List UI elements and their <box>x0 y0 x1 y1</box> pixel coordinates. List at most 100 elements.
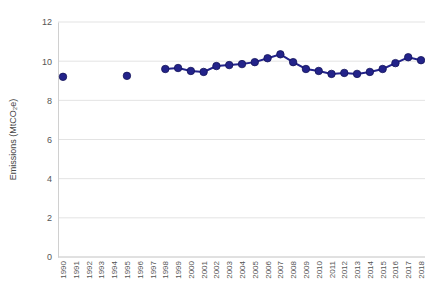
x-tick: 2015 <box>379 257 388 279</box>
x-tick: 2010 <box>315 257 324 279</box>
y-tick-label: 8 <box>47 96 52 106</box>
y-tick-label: 4 <box>47 174 52 184</box>
x-tick-label: 2000 <box>187 260 196 278</box>
x-tick-label: 1991 <box>72 260 81 278</box>
x-tick-label: 1995 <box>123 260 132 278</box>
x-tick: 1992 <box>85 257 94 279</box>
x-tick: 2002 <box>212 257 221 279</box>
x-tick: 2018 <box>417 257 426 279</box>
marker <box>302 65 309 72</box>
marker <box>417 56 424 63</box>
x-tick-label: 2010 <box>315 260 324 278</box>
x-tick-label: 2006 <box>264 260 273 278</box>
y-axis: 0 2 4 6 8 10 12 <box>42 17 59 262</box>
x-tick-label: 2008 <box>289 260 298 278</box>
marker <box>392 59 399 66</box>
y-tick: 0 <box>47 252 58 262</box>
x-tick-label: 1996 <box>136 260 145 278</box>
y-tick-label: 6 <box>47 135 52 145</box>
y-tick-label: 12 <box>42 17 52 27</box>
x-tick: 1995 <box>123 257 132 279</box>
y-tick: 4 <box>47 174 58 184</box>
marker <box>213 62 220 69</box>
marker <box>264 54 271 61</box>
x-tick: 2003 <box>225 257 234 279</box>
y-tick: 12 <box>42 17 58 27</box>
x-tick-label: 1994 <box>110 260 119 278</box>
x-tick: 1993 <box>97 257 106 279</box>
x-tick-label: 1990 <box>59 260 68 278</box>
y-tick: 10 <box>42 57 58 67</box>
x-tick-label: 2012 <box>340 260 349 278</box>
x-tick: 2017 <box>404 257 413 279</box>
x-tick: 1991 <box>72 257 81 279</box>
x-tick-label: 2009 <box>302 260 311 278</box>
grid-line <box>58 22 425 23</box>
x-tick: 2000 <box>187 257 196 279</box>
x-tick: 1999 <box>174 257 183 279</box>
x-axis-line <box>58 257 425 258</box>
x-tick: 2016 <box>391 257 400 279</box>
marker <box>238 60 245 67</box>
x-tick: 2013 <box>353 257 362 279</box>
marker <box>123 72 130 79</box>
y-tick: 8 <box>47 96 58 106</box>
line <box>63 54 421 77</box>
x-tick: 1997 <box>149 257 158 279</box>
y-axis-line <box>58 23 59 258</box>
marker <box>353 70 360 77</box>
x-tick: 2007 <box>276 257 285 279</box>
marker <box>289 58 296 65</box>
x-tick: 2001 <box>200 257 209 279</box>
grid-line <box>58 217 425 218</box>
chart: 0246810121990199119921993199419951996199… <box>0 0 430 287</box>
x-tick: 1990 <box>59 257 68 279</box>
marker <box>59 73 66 80</box>
x-tick-label: 2017 <box>404 260 413 278</box>
marker <box>174 64 181 71</box>
marker <box>328 70 335 77</box>
y-tick: 2 <box>47 213 58 223</box>
x-tick: 2008 <box>289 257 298 279</box>
x-tick: 2005 <box>251 257 260 279</box>
x-tick: 2014 <box>366 257 375 279</box>
x-tick: 2004 <box>238 257 247 279</box>
x-tick: 1994 <box>110 257 119 279</box>
marker <box>225 61 232 68</box>
x-tick-label: 2004 <box>238 260 247 278</box>
x-tick: 2011 <box>328 257 337 278</box>
x-tick: 2012 <box>340 257 349 279</box>
y-tick-label: 0 <box>47 252 52 262</box>
marker <box>379 65 386 72</box>
x-tick-label: 2002 <box>212 260 221 278</box>
x-tick: 2009 <box>302 257 311 279</box>
x-tick-label: 2014 <box>366 260 375 278</box>
marker <box>162 65 169 72</box>
x-tick-label: 1998 <box>161 260 170 278</box>
y-axis-title: Emissions (MtCO₂e) <box>8 99 18 181</box>
marker <box>341 69 348 76</box>
marker <box>315 67 322 74</box>
marker <box>200 68 207 75</box>
x-tick-label: 1993 <box>97 260 106 278</box>
marker <box>366 68 373 75</box>
x-tick: 1998 <box>161 257 170 279</box>
y-tick-label: 2 <box>47 213 52 223</box>
x-tick-label: 2007 <box>276 260 285 278</box>
x-tick-label: 2015 <box>379 260 388 278</box>
grid-line <box>58 178 425 179</box>
marker <box>277 51 284 58</box>
marker <box>187 67 194 74</box>
plot-area <box>59 51 424 81</box>
y-tick-label: 10 <box>42 57 52 67</box>
x-tick-label: 2011 <box>328 260 337 278</box>
x-tick-label: 2001 <box>200 260 209 278</box>
marker <box>251 58 258 65</box>
grid-line <box>58 139 425 140</box>
x-tick: 1996 <box>136 257 145 279</box>
grid-line <box>58 257 425 258</box>
x-axis: 1990 1991 19921993 1994 1995 1996 19971998 1999… <box>58 257 426 279</box>
x-tick-label: 2018 <box>417 260 426 278</box>
x-tick-label: 2003 <box>225 260 234 278</box>
x-tick: 2006 <box>264 257 273 279</box>
